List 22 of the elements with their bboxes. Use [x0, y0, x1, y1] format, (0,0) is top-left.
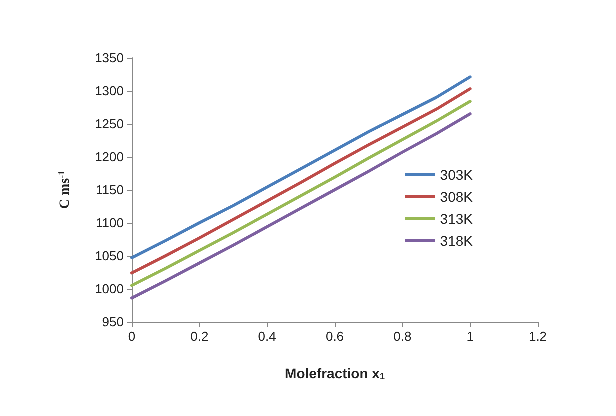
legend-label: 303K: [440, 167, 474, 183]
y-tick-label: 1150: [96, 182, 124, 198]
x-tick-label: 0.4: [258, 329, 276, 344]
legend-label: 318K: [440, 233, 474, 249]
x-tick-label: 0.2: [190, 329, 209, 344]
x-tick-label: 0: [128, 329, 136, 344]
y-tick-label: 1100: [96, 216, 124, 230]
legend-label: 313K: [440, 211, 474, 227]
x-tick-label: 1: [466, 329, 474, 344]
y-axis-title: C ms-1: [56, 170, 73, 210]
x-tick-label: 0.6: [326, 329, 344, 344]
y-tick-label: 1050: [95, 248, 124, 264]
y-tick-label: 950: [102, 314, 124, 330]
x-axis-title: Molefraction x1: [285, 366, 385, 382]
x-tick-label: 0.8: [394, 329, 412, 344]
y-tick-label: 1000: [95, 282, 124, 296]
legend-label: 308K: [440, 189, 474, 205]
y-tick-label: 1350: [95, 50, 124, 66]
y-tick-label: 1200: [95, 150, 124, 164]
y-tick-label: 1300: [95, 84, 124, 98]
x-tick-label: 1.2: [528, 329, 548, 344]
y-tick-label: 1250: [95, 116, 124, 132]
